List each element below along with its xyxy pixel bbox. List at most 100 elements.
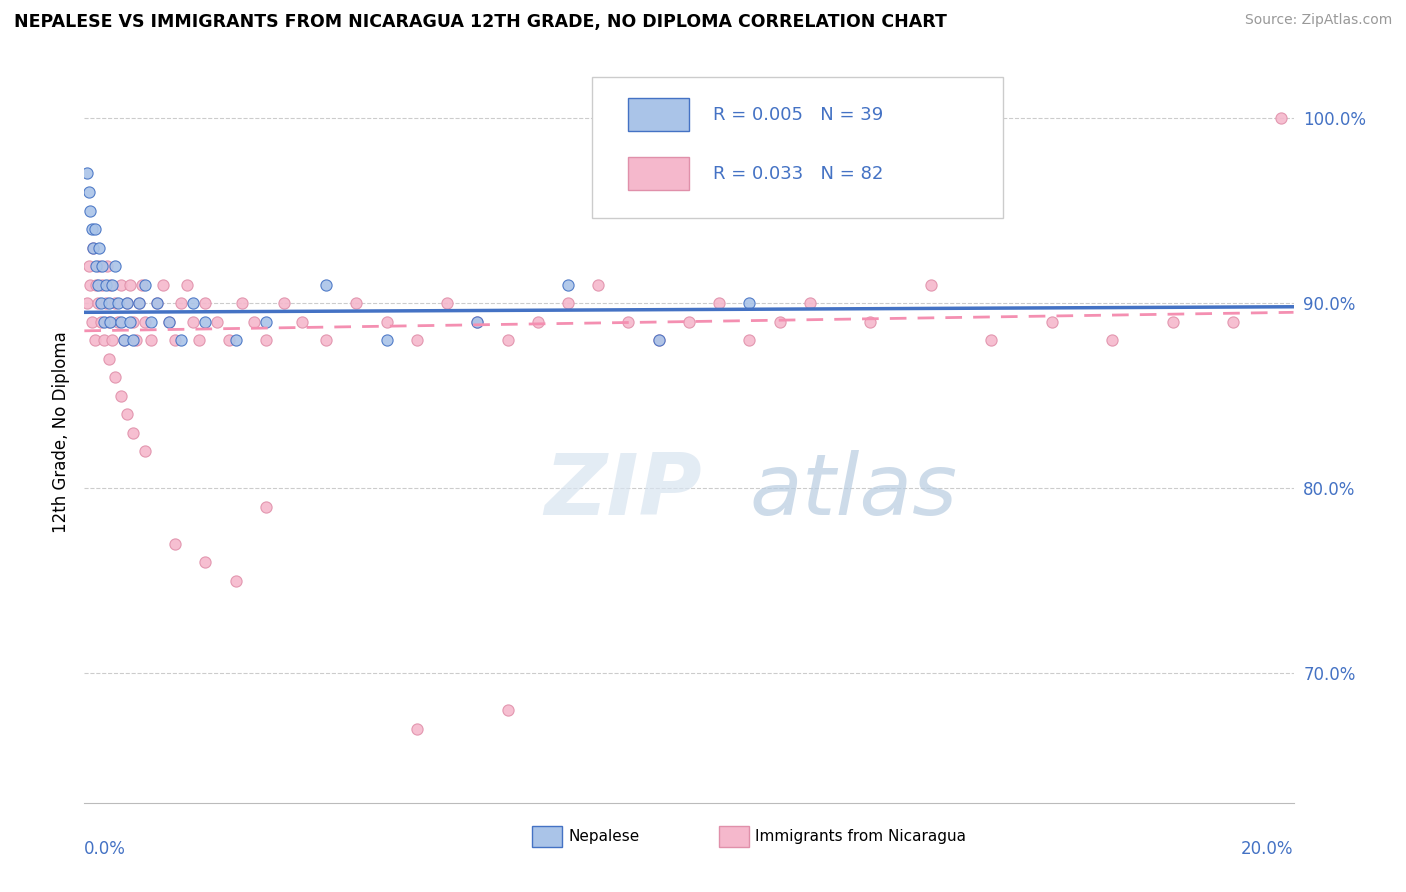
- Point: [157, 314, 180, 328]
- FancyBboxPatch shape: [592, 78, 1004, 218]
- Point: [496, 333, 519, 347]
- Point: [104, 259, 127, 273]
- Y-axis label: 12th Grade, No Diploma: 12th Grade, No Diploma: [52, 332, 70, 533]
- Point: [194, 296, 217, 310]
- Point: [1040, 314, 1063, 328]
- Point: [648, 333, 671, 347]
- Point: [225, 333, 247, 347]
- Point: [104, 370, 127, 384]
- Point: [94, 277, 117, 292]
- Point: [738, 333, 761, 347]
- Point: [104, 296, 127, 310]
- Point: [709, 296, 731, 310]
- Point: [84, 222, 107, 236]
- Point: [101, 277, 124, 292]
- Point: [91, 277, 114, 292]
- Text: 0.0%: 0.0%: [84, 840, 127, 858]
- Point: [980, 333, 1002, 347]
- Text: atlas: atlas: [749, 450, 957, 533]
- Point: [134, 314, 156, 328]
- Point: [557, 277, 579, 292]
- Point: [181, 314, 204, 328]
- Point: [557, 296, 579, 310]
- Point: [86, 277, 108, 292]
- Text: Source: ZipAtlas.com: Source: ZipAtlas.com: [1244, 13, 1392, 28]
- Point: [375, 314, 398, 328]
- Point: [207, 314, 229, 328]
- Point: [738, 296, 761, 310]
- Point: [107, 296, 129, 310]
- Point: [82, 240, 104, 254]
- Point: [496, 703, 519, 717]
- Point: [131, 277, 153, 292]
- Point: [97, 351, 120, 366]
- Point: [1101, 333, 1123, 347]
- Point: [859, 314, 882, 328]
- Point: [125, 333, 148, 347]
- Point: [648, 333, 671, 347]
- Point: [93, 333, 115, 347]
- Point: [1222, 314, 1244, 328]
- Point: [82, 240, 104, 254]
- Point: [799, 296, 821, 310]
- Point: [315, 333, 337, 347]
- Point: [218, 333, 240, 347]
- Point: [115, 296, 138, 310]
- Point: [152, 277, 174, 292]
- Point: [90, 296, 112, 310]
- Point: [80, 314, 103, 328]
- Point: [769, 314, 792, 328]
- Point: [254, 500, 277, 514]
- Point: [170, 296, 193, 310]
- Point: [194, 314, 217, 328]
- Point: [76, 296, 98, 310]
- Point: [118, 277, 141, 292]
- Point: [157, 314, 180, 328]
- Point: [110, 277, 132, 292]
- Point: [588, 277, 610, 292]
- Point: [84, 333, 107, 347]
- Point: [165, 536, 187, 550]
- Point: [79, 203, 101, 218]
- Point: [254, 333, 277, 347]
- Point: [231, 296, 253, 310]
- Point: [436, 296, 458, 310]
- FancyBboxPatch shape: [628, 98, 689, 131]
- Point: [139, 333, 162, 347]
- Point: [80, 222, 103, 236]
- Point: [406, 722, 429, 736]
- Point: [242, 314, 264, 328]
- Point: [134, 277, 156, 292]
- Point: [139, 314, 162, 328]
- Point: [128, 296, 150, 310]
- Point: [94, 296, 117, 310]
- Point: [291, 314, 314, 328]
- Point: [467, 314, 489, 328]
- Text: NEPALESE VS IMMIGRANTS FROM NICARAGUA 12TH GRADE, NO DIPLOMA CORRELATION CHART: NEPALESE VS IMMIGRANTS FROM NICARAGUA 12…: [14, 13, 946, 31]
- Point: [121, 425, 143, 440]
- Point: [134, 444, 156, 458]
- Point: [527, 314, 550, 328]
- Point: [115, 296, 138, 310]
- Point: [96, 259, 118, 273]
- Text: 20.0%: 20.0%: [1241, 840, 1294, 858]
- Point: [146, 296, 169, 310]
- Point: [170, 333, 193, 347]
- Point: [101, 333, 124, 347]
- Point: [86, 277, 108, 292]
- Point: [467, 314, 489, 328]
- Point: [406, 333, 429, 347]
- Point: [225, 574, 247, 588]
- Point: [375, 333, 398, 347]
- Point: [97, 296, 120, 310]
- Text: R = 0.033   N = 82: R = 0.033 N = 82: [713, 165, 883, 183]
- Point: [89, 259, 111, 273]
- Point: [181, 296, 204, 310]
- Point: [121, 333, 143, 347]
- Point: [617, 314, 640, 328]
- Point: [146, 296, 169, 310]
- Point: [77, 259, 100, 273]
- Point: [315, 277, 337, 292]
- Text: R = 0.005   N = 39: R = 0.005 N = 39: [713, 106, 883, 124]
- FancyBboxPatch shape: [531, 827, 562, 847]
